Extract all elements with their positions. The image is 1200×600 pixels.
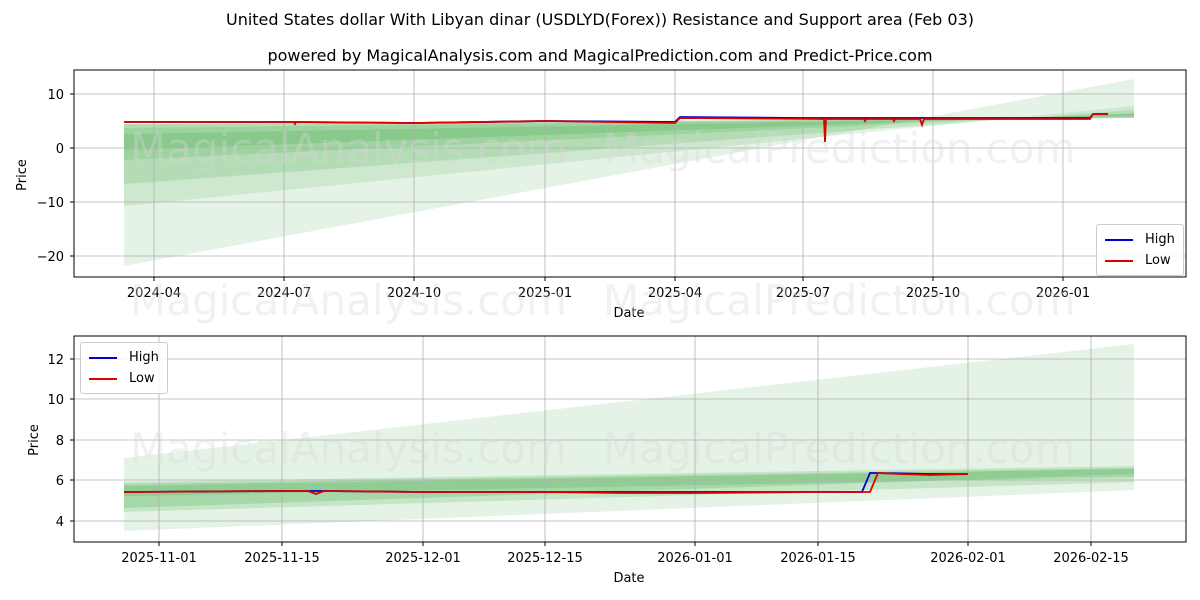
- bottom-legend: High Low: [80, 342, 168, 394]
- high-swatch-icon: [1105, 238, 1133, 241]
- top-ytick: −20: [37, 250, 64, 265]
- top-xtick: 2025-01: [518, 286, 572, 301]
- legend-item-low: Low: [1105, 250, 1175, 271]
- legend-item-low: Low: [89, 368, 159, 389]
- bottom-xtick: 2026-01-15: [780, 551, 856, 566]
- watermark-magicalanalysis: MagicalAnalysis.com: [130, 124, 567, 173]
- bottom-xtick: 2025-11-15: [244, 551, 320, 566]
- watermark-magicalprediction: MagicalPrediction.com: [603, 424, 1076, 473]
- bottom-xtick: 2025-12-15: [507, 551, 583, 566]
- top-axes-frame: [73, 69, 1187, 278]
- bottom-ytick: 10: [47, 393, 64, 408]
- low-swatch-icon: [1105, 259, 1133, 262]
- bottom-ytick: 6: [56, 474, 64, 489]
- bottom-xtick: 2026-01-01: [657, 551, 733, 566]
- bottom-xtick: 2026-02-15: [1053, 551, 1129, 566]
- bottom-yaxis-label: Price: [27, 424, 42, 456]
- top-xaxis-label: Date: [613, 306, 644, 321]
- chart-subtitle: powered by MagicalAnalysis.com and Magic…: [267, 46, 933, 65]
- bottom-grid: [74, 336, 1186, 542]
- top-chart: MagicalAnalysis.com MagicalPrediction.co…: [15, 69, 1187, 321]
- top-xtick: 2024-04: [127, 286, 181, 301]
- bottom-xtick: 2026-02-01: [930, 551, 1006, 566]
- bottom-xaxis-label: Date: [613, 571, 644, 586]
- legend-label-high: High: [1145, 232, 1175, 247]
- top-xtick: 2026-01: [1036, 286, 1090, 301]
- top-grid: [74, 70, 1186, 277]
- top-xtick: 2025-10: [906, 286, 960, 301]
- top-xtick: 2025-07: [776, 286, 830, 301]
- bottom-low-line: [123, 472, 969, 495]
- legend-item-high: High: [89, 347, 159, 368]
- legend-label-high: High: [129, 350, 159, 365]
- legend-label-low: Low: [1145, 253, 1171, 268]
- top-legend: High Low: [1096, 224, 1184, 276]
- bottom-ytick: 4: [56, 515, 64, 530]
- top-xtick: 2024-07: [257, 286, 311, 301]
- bottom-axes-frame: [73, 335, 1187, 543]
- chart-title: United States dollar With Libyan dinar (…: [225, 10, 975, 29]
- legend-item-high: High: [1105, 229, 1175, 250]
- bottom-xtick: 2025-11-01: [121, 551, 197, 566]
- bottom-ytick: 12: [47, 353, 64, 368]
- bottom-chart: MagicalAnalysis.com MagicalPrediction.co…: [27, 335, 1187, 586]
- top-xtick: 2024-10: [387, 286, 441, 301]
- high-swatch-icon: [89, 356, 117, 359]
- watermark-magicalprediction: MagicalPrediction.com: [603, 276, 1076, 325]
- legend-label-low: Low: [129, 371, 155, 386]
- bottom-support-resistance-bands: [124, 344, 1134, 531]
- low-swatch-icon: [89, 377, 117, 380]
- top-yaxis-label: Price: [15, 159, 30, 191]
- top-ytick: −10: [37, 196, 64, 211]
- watermark-magicalanalysis: MagicalAnalysis.com: [130, 424, 567, 473]
- top-xtick: 2025-04: [648, 286, 702, 301]
- watermark-magicalanalysis: MagicalAnalysis.com: [130, 276, 567, 325]
- top-low-line: [124, 113, 1108, 143]
- top-support-resistance-bands: [124, 79, 1134, 266]
- top-ytick: 10: [47, 88, 64, 103]
- top-ytick: 0: [56, 142, 64, 157]
- watermark-magicalprediction: MagicalPrediction.com: [603, 124, 1076, 173]
- bottom-ytick: 8: [56, 434, 64, 449]
- bottom-xtick: 2025-12-01: [385, 551, 461, 566]
